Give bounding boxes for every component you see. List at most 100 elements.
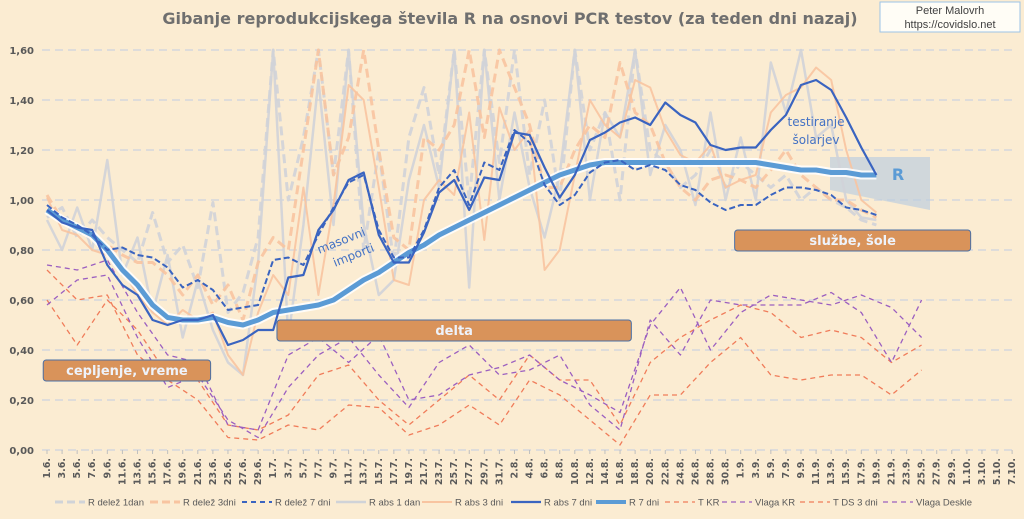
x-axis-ticks: 1.6. 3.6. 5.6. 7.6. 9.6. 11.6. 13.6. 15.6. 17.6.… bbox=[42, 450, 1018, 485]
series-vlaga-deskle bbox=[46, 274, 923, 439]
y-tick-label: 1,00 bbox=[9, 196, 34, 207]
gridlines bbox=[42, 49, 1012, 451]
legend-item[interactable]: R abs 3 dni bbox=[422, 498, 503, 509]
credit-author: Peter Malovrh bbox=[916, 5, 984, 17]
y-axis-ticks: 0,00 0,20 0,40 0,60 0,80 1,00 1,20 1,40 1,60 bbox=[9, 46, 34, 457]
x-tick-label: 4.8. bbox=[525, 458, 536, 478]
x-tick-label: 20.8. bbox=[645, 458, 656, 485]
x-tick-label: 13.6. bbox=[132, 458, 143, 485]
legend-item[interactable]: R delež 1dan bbox=[55, 498, 144, 509]
x-tick-label: 8.8. bbox=[555, 458, 566, 478]
y-tick-label: 0,40 bbox=[9, 346, 34, 357]
x-tick-label: 7.10. bbox=[1007, 458, 1018, 485]
x-tick-label: 3.9. bbox=[751, 458, 762, 478]
series-r-dele-7-dni bbox=[46, 129, 877, 311]
annotation-testiranje: testiranje bbox=[788, 115, 845, 129]
x-tick-label: 2.8. bbox=[509, 458, 520, 478]
legend-item[interactable]: R 7 dni bbox=[596, 498, 659, 509]
x-tick-label: 27.7. bbox=[464, 458, 475, 485]
x-tick-label: 21.7. bbox=[419, 458, 430, 485]
x-tick-label: 9.7. bbox=[329, 458, 340, 478]
x-tick-label: 27.9. bbox=[932, 458, 943, 485]
y-tick-label: 1,40 bbox=[9, 96, 34, 107]
x-tick-label: 12.8. bbox=[585, 458, 596, 485]
legend-label: R delež 7 dni bbox=[275, 498, 330, 509]
x-tick-label: 6.8. bbox=[540, 458, 551, 478]
legend-item[interactable]: R abs 7 dni bbox=[511, 498, 592, 509]
legend-item[interactable]: Vlaga KR bbox=[722, 498, 795, 509]
x-tick-label: 11.7. bbox=[344, 458, 355, 485]
x-tick-label: 25.9. bbox=[917, 458, 928, 485]
y-tick-label: 0,80 bbox=[9, 246, 34, 257]
x-tick-label: 21.9. bbox=[886, 458, 897, 485]
y-tick-label: 0,60 bbox=[9, 296, 34, 307]
legend-item[interactable]: R delež 7 dni bbox=[242, 498, 330, 509]
x-tick-label: 22.8. bbox=[660, 458, 671, 485]
legend-item[interactable]: T DS 3 dni bbox=[800, 498, 878, 509]
x-tick-label: 3.6. bbox=[57, 458, 68, 478]
y-tick-label: 0,00 bbox=[9, 446, 34, 457]
x-tick-label: 25.6. bbox=[223, 458, 234, 485]
legend-item[interactable]: Vlaga Deskle bbox=[883, 498, 972, 509]
x-tick-label: 3.7. bbox=[283, 458, 294, 478]
series-t-ds-3-dni bbox=[46, 269, 923, 446]
legend-item[interactable]: T KR bbox=[665, 498, 720, 509]
annotation-box-label: službe, šole bbox=[809, 234, 896, 249]
x-tick-label: 7.7. bbox=[313, 458, 324, 478]
x-tick-label: 29.6. bbox=[253, 458, 264, 485]
x-tick-label: 27.6. bbox=[238, 458, 249, 485]
legend-label: T DS 3 dni bbox=[833, 498, 878, 509]
x-tick-label: 24.8. bbox=[675, 458, 686, 485]
annotation-solarjev: šolarjev bbox=[792, 133, 839, 147]
x-tick-label: 10.8. bbox=[570, 458, 581, 485]
legend-label: R abs 3 dni bbox=[455, 498, 503, 509]
x-tick-label: 16.8. bbox=[615, 458, 626, 485]
legend-item[interactable]: R abs 1 dan bbox=[336, 498, 420, 509]
legend-label: R abs 1 dan bbox=[369, 498, 420, 509]
legend: R delež 1dan R delež 3dni R delež 7 dni R a… bbox=[55, 498, 972, 509]
annotation-box bbox=[276, 319, 632, 342]
x-tick-label: 26.8. bbox=[690, 458, 701, 485]
x-tick-label: 18.8. bbox=[630, 458, 641, 485]
x-tick-label: 3.10. bbox=[977, 458, 988, 485]
annotation-box bbox=[42, 359, 212, 382]
x-tick-label: 14.8. bbox=[600, 458, 611, 485]
x-tick-label: 19.7. bbox=[404, 458, 415, 485]
x-tick-label: 9.9. bbox=[796, 458, 807, 478]
x-tick-label: 5.6. bbox=[72, 458, 83, 478]
annotation-box bbox=[734, 229, 972, 252]
legend-label: R 7 dni bbox=[629, 498, 659, 509]
x-tick-label: 15.9. bbox=[841, 458, 852, 485]
series-r-dele-3dni bbox=[45, 48, 878, 322]
legend-label: T KR bbox=[698, 498, 720, 509]
x-tick-label: 13.7. bbox=[359, 458, 370, 485]
chart-title: Gibanje reprodukcijskega števila R na os… bbox=[162, 9, 857, 28]
legend-label: R delež 3dni bbox=[183, 498, 236, 509]
x-tick-label: 23.9. bbox=[902, 458, 913, 485]
legend-label: Vlaga Deskle bbox=[916, 498, 972, 509]
x-tick-label: 11.6. bbox=[117, 458, 128, 485]
x-tick-label: 1.10. bbox=[962, 458, 973, 485]
annotation-box-label: delta bbox=[435, 324, 473, 339]
series-lines bbox=[44, 48, 923, 446]
x-tick-label: 29.7. bbox=[479, 458, 490, 485]
y-tick-label: 1,20 bbox=[9, 146, 34, 157]
legend-item[interactable]: R delež 3dni bbox=[150, 498, 236, 509]
x-tick-label: 5.9. bbox=[766, 458, 777, 478]
x-tick-label: 1.7. bbox=[268, 458, 279, 478]
credit-site[interactable]: https://covidslo.net bbox=[904, 19, 995, 31]
x-tick-label: 7.9. bbox=[781, 458, 792, 478]
x-tick-label: 11.9. bbox=[811, 458, 822, 485]
x-tick-label: 15.6. bbox=[148, 458, 159, 485]
x-tick-label: 28.8. bbox=[706, 458, 717, 485]
x-tick-label: 17.6. bbox=[163, 458, 174, 485]
x-tick-label: 7.6. bbox=[87, 458, 98, 478]
x-tick-label: 5.10. bbox=[992, 458, 1003, 485]
annotation-box-label: cepljenje, vreme bbox=[66, 364, 188, 379]
y-tick-label: 0,20 bbox=[9, 396, 34, 407]
x-tick-label: 15.7. bbox=[374, 458, 385, 485]
x-tick-label: 13.9. bbox=[826, 458, 837, 485]
x-tick-label: 5.7. bbox=[298, 458, 309, 478]
x-tick-label: 29.9. bbox=[947, 458, 958, 485]
